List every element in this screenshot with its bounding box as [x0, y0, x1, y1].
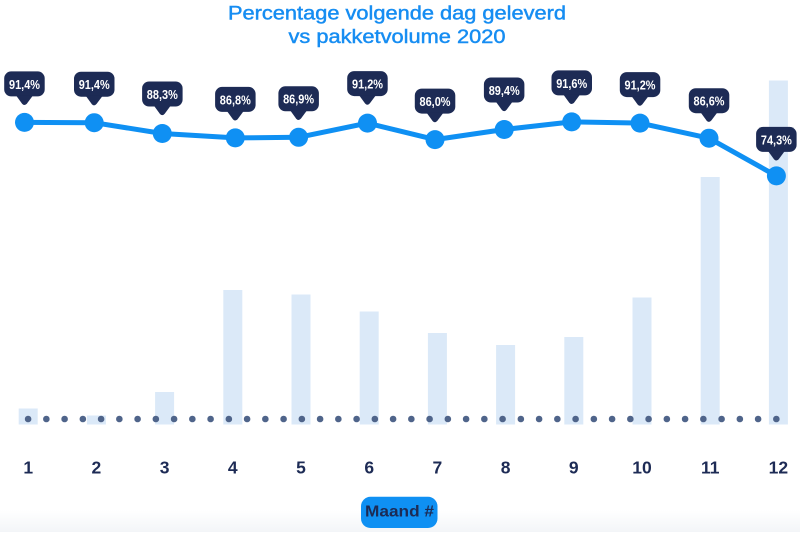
svg-text:88,3%: 88,3%: [147, 87, 179, 102]
svg-text:10: 10: [632, 457, 652, 477]
svg-text:91,4%: 91,4%: [79, 77, 111, 92]
svg-text:4: 4: [228, 457, 238, 477]
svg-text:91,6%: 91,6%: [556, 76, 588, 91]
svg-text:3: 3: [160, 457, 170, 477]
svg-text:vs pakketvolume 2020: vs pakketvolume 2020: [289, 27, 506, 48]
svg-text:12: 12: [769, 457, 789, 477]
svg-text:86,8%: 86,8%: [220, 92, 252, 107]
svg-text:7: 7: [433, 457, 443, 477]
svg-text:91,2%: 91,2%: [352, 77, 384, 92]
svg-text:11: 11: [701, 457, 720, 477]
svg-text:6: 6: [364, 457, 374, 477]
svg-text:Percentage volgende dag geleve: Percentage volgende dag geleverd: [228, 3, 566, 24]
svg-text:86,9%: 86,9%: [283, 92, 315, 107]
svg-text:86,0%: 86,0%: [420, 94, 452, 109]
svg-text:8: 8: [501, 457, 511, 477]
svg-text:9: 9: [569, 457, 579, 477]
svg-text:89,4%: 89,4%: [489, 83, 521, 98]
svg-text:1: 1: [23, 457, 33, 477]
svg-text:91,4%: 91,4%: [9, 77, 41, 92]
svg-text:5: 5: [296, 457, 306, 477]
svg-text:91,2%: 91,2%: [625, 78, 657, 93]
svg-text:Maand #: Maand #: [365, 504, 434, 521]
svg-text:2: 2: [92, 457, 102, 477]
svg-text:86,6%: 86,6%: [694, 94, 726, 109]
svg-text:74,3%: 74,3%: [761, 132, 793, 147]
